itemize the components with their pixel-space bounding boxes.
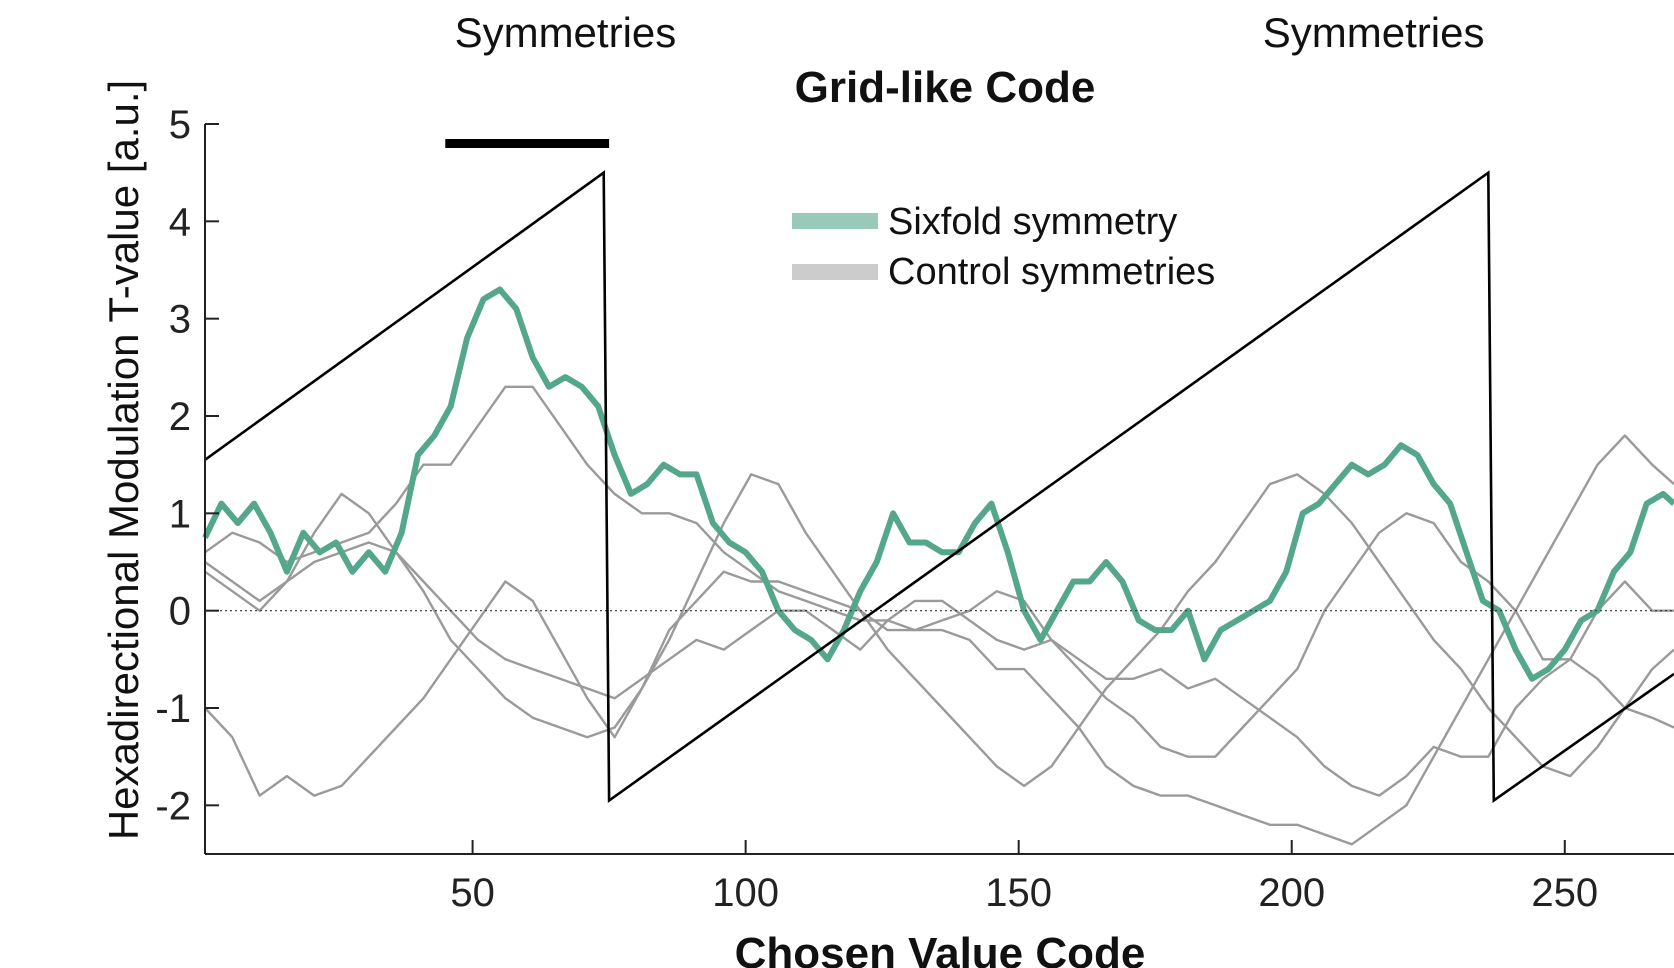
x-tick-label: 200 [1258, 871, 1325, 915]
series-line-control-3 [204, 434, 1674, 846]
series-line-control-1 [204, 385, 1674, 758]
y-axis-label: Hexadirectional Modulation T-value [a.u.… [100, 80, 147, 840]
y-tick-label: -2 [155, 784, 191, 828]
y-tick-label: 4 [169, 200, 191, 244]
legend-label-control: Control symmetries [888, 251, 1215, 293]
series-line-control-4 [204, 473, 1674, 788]
x-axis-label: Chosen Value Code [735, 929, 1146, 968]
legend-label-sixfold: Sixfold symmetry [888, 201, 1177, 243]
y-tick-label: -1 [155, 687, 191, 731]
sawtooth-line [204, 170, 1674, 804]
plot-background [205, 124, 1674, 854]
y-ticks: 5 4 3 2 1 0 -1 -2 [155, 103, 219, 828]
annotation-symmetries-left: Symmetries [455, 9, 677, 56]
x-tick-label: 100 [712, 871, 779, 915]
y-tick-label: 1 [169, 492, 191, 536]
y-tick-label: 3 [169, 298, 191, 342]
x-ticks: 50 100 150 200 250 [450, 840, 1598, 915]
chart-title: Grid-like Code [795, 63, 1096, 112]
y-tick-label: 5 [169, 103, 191, 147]
x-tick-label: 250 [1531, 871, 1598, 915]
legend: Sixfold symmetry Control symmetries [792, 201, 1215, 293]
axes: 5 4 3 2 1 0 -1 -2 50 100 150 200 250 [155, 103, 1674, 915]
y-tick-label: 0 [169, 590, 191, 634]
series-line-sixfold [202, 286, 1674, 682]
plot-area [202, 124, 1674, 854]
x-tick-label: 150 [985, 871, 1052, 915]
x-tick-label: 50 [450, 871, 495, 915]
y-tick-label: 2 [169, 395, 191, 439]
annotation-symmetries-right: Symmetries [1263, 9, 1485, 56]
